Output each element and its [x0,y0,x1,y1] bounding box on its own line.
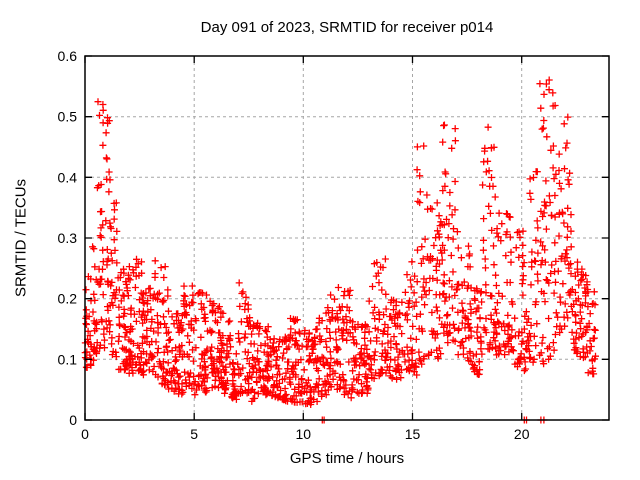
y-tick-label: 0.2 [58,291,78,307]
y-tick-label: 0.6 [58,48,78,64]
y-tick-label: 0.5 [58,109,78,125]
data-points [81,76,599,424]
x-tick-label: 15 [405,426,421,442]
x-tick-label: 0 [81,426,89,442]
chart-title: Day 091 of 2023, SRMTID for receiver p01… [200,19,494,36]
y-tick-label: 0.3 [58,230,78,246]
x-tick-label: 20 [514,426,530,442]
y-tick-label: 0.4 [58,169,78,185]
x-tick-label: 5 [190,426,198,442]
axis-ticks [84,55,609,421]
x-tick-label: 10 [296,426,312,442]
grid-lines [85,56,609,420]
y-tick-label: 0 [69,412,77,428]
y-axis-label: SRMTID / TECUs [12,178,30,298]
x-axis-label: GPS time / hours [289,450,405,467]
y-tick-label: 0.1 [58,351,78,367]
